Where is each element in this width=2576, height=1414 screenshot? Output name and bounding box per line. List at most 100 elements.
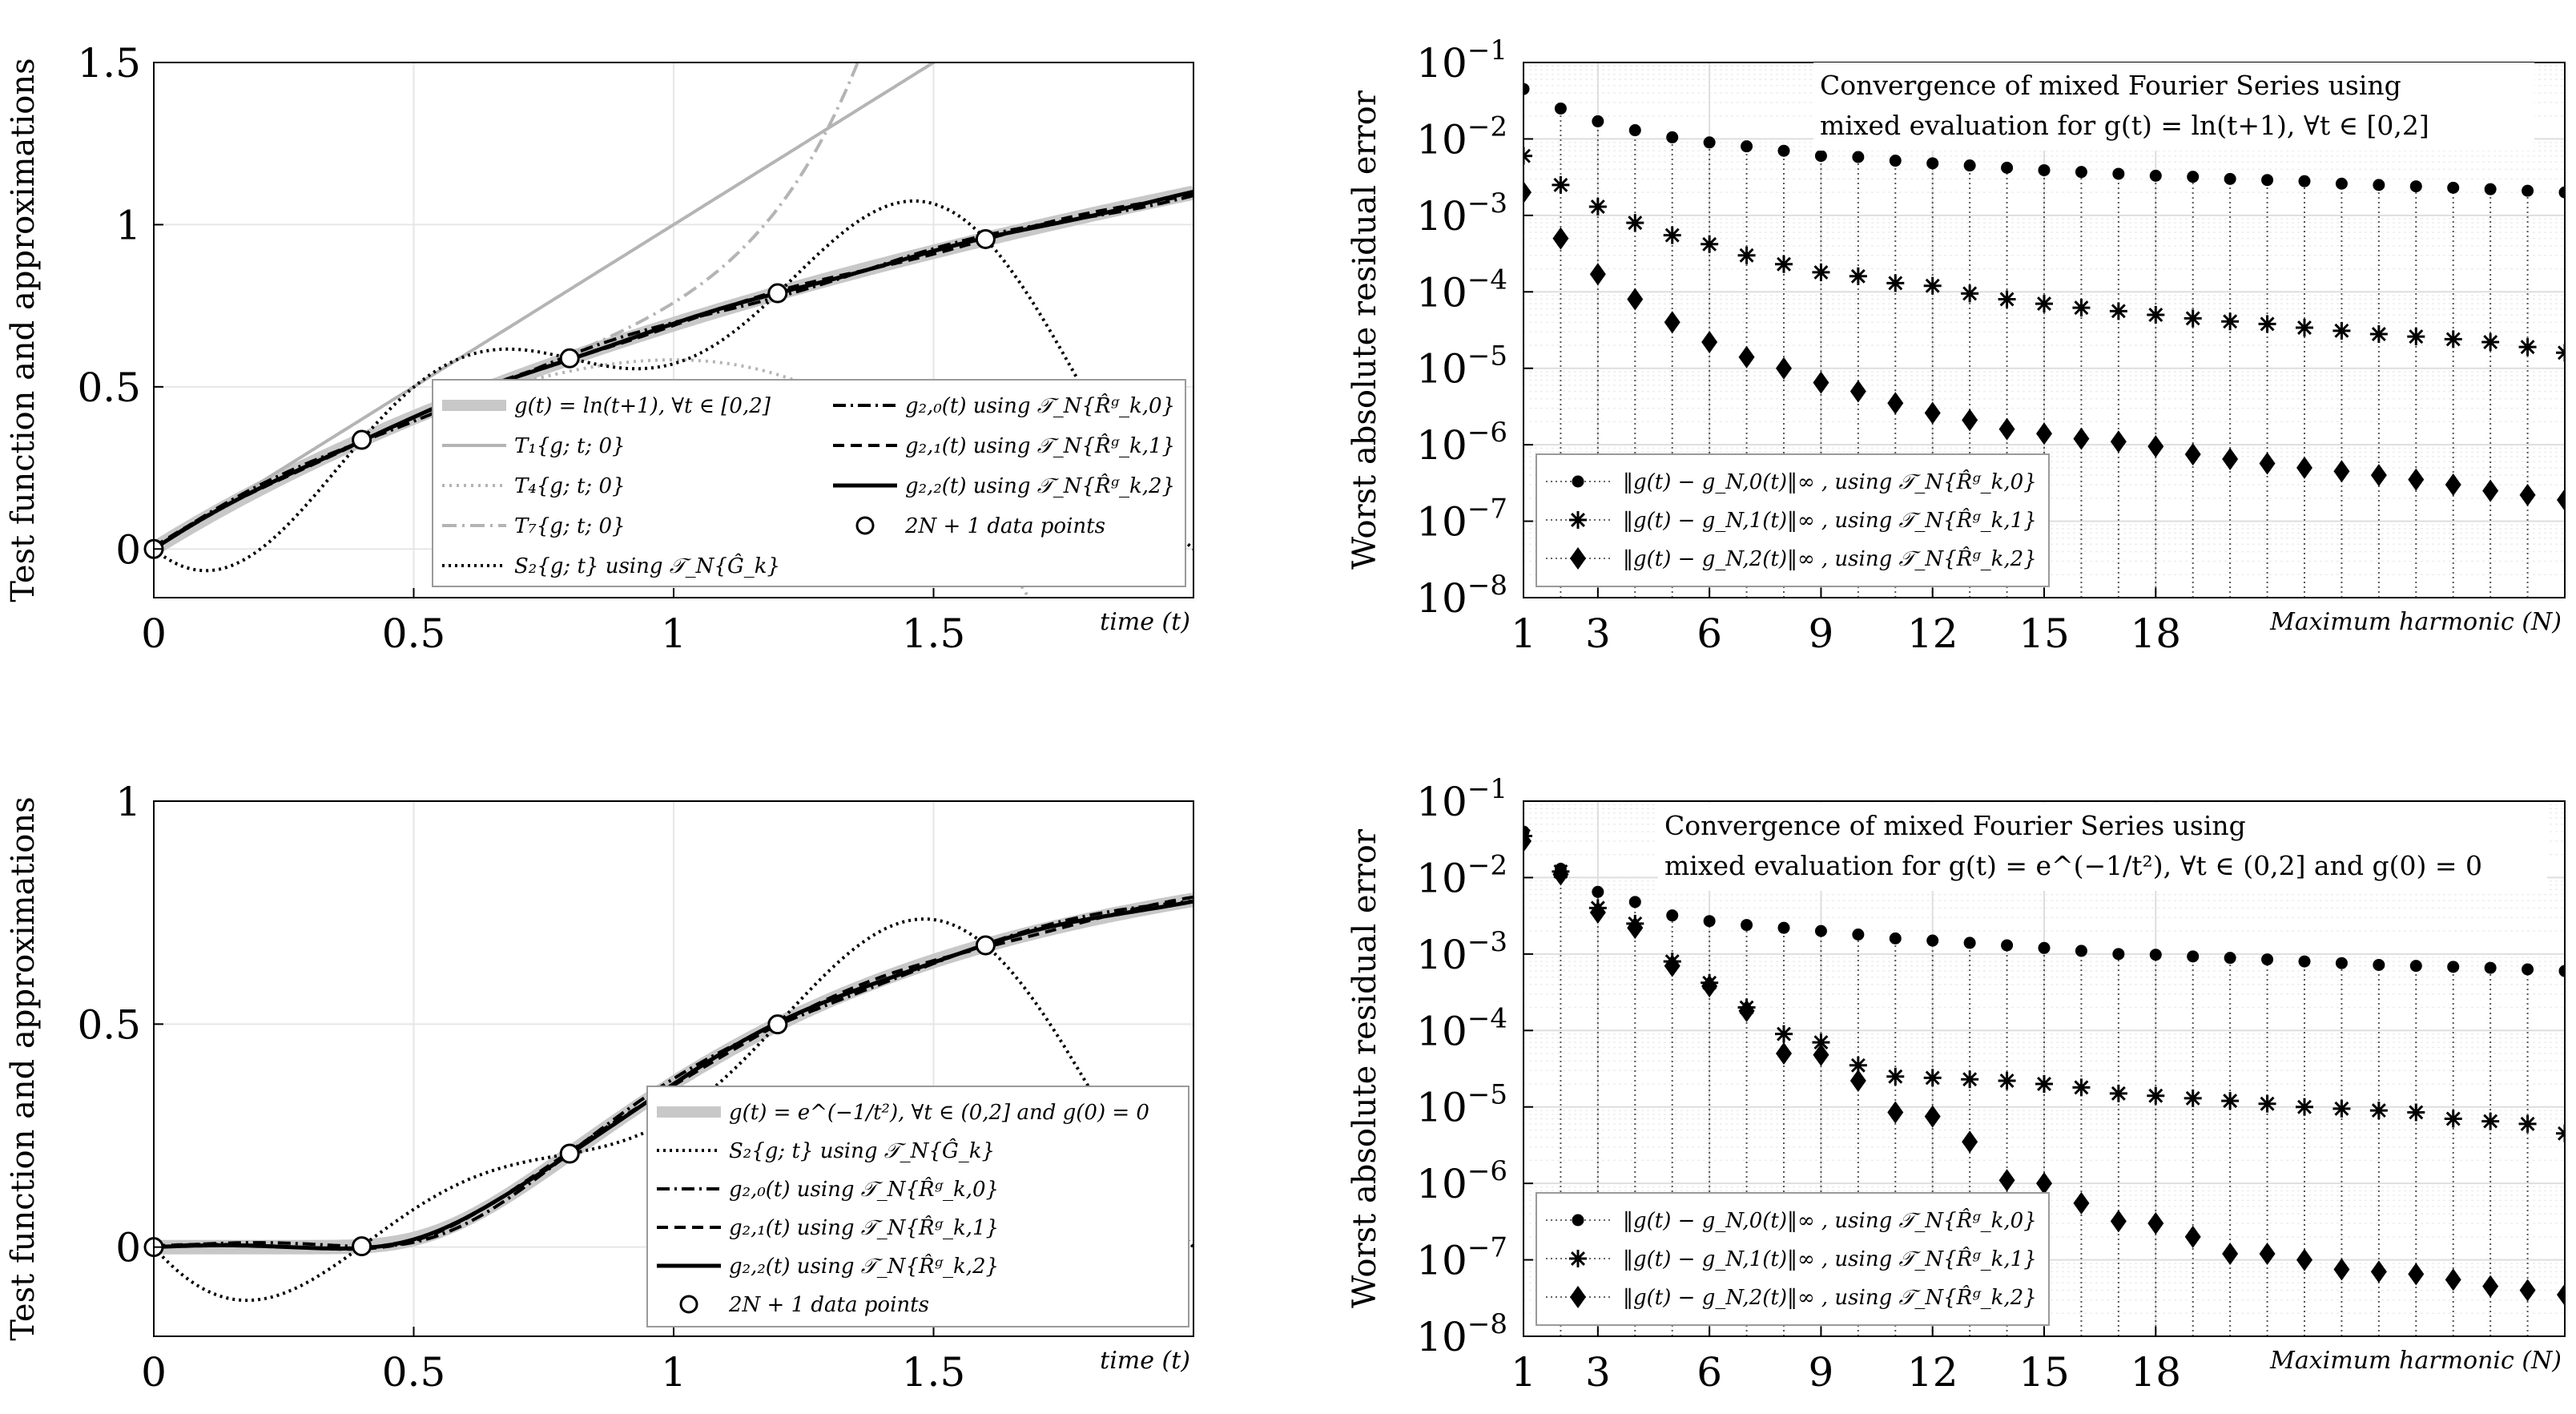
legend: g(t) = e^(−1/t²), ∀t ∈ (0,2] and g(0) = … <box>646 1086 1189 1327</box>
marker-diamond <box>1589 900 1606 924</box>
y-tick-exponent: −8 <box>1467 570 1507 602</box>
data-point <box>352 429 372 450</box>
x-tick-label: 12 <box>1907 610 1958 657</box>
marker-diamond <box>2482 1275 2499 1298</box>
y-tick-base: 10 <box>1416 499 1467 546</box>
marker-star <box>2369 325 2388 344</box>
marker-dot <box>1572 475 1584 488</box>
marker-diamond <box>2333 460 2350 483</box>
marker-diamond <box>1849 380 1866 403</box>
series-line-1 <box>154 62 937 550</box>
marker-star <box>2444 1110 2462 1128</box>
marker-dot <box>2298 175 2311 187</box>
marker-star <box>2407 328 2425 346</box>
marker-dot <box>1963 937 1976 949</box>
marker-dot <box>1592 115 1604 127</box>
annotation-line: Convergence of mixed Fourier Series usin… <box>1820 70 2401 101</box>
legend-box <box>432 379 1186 587</box>
legend-label: S₂{g; t} using 𝒯_N{Ĝ_k} <box>729 1138 995 1163</box>
x-tick-label: 3 <box>1585 610 1611 657</box>
x-tick-label: 0.5 <box>382 1349 446 1396</box>
y-tick-label: 10−6 <box>1416 417 1507 469</box>
y-tick-base: 10 <box>1416 1008 1467 1054</box>
marker-dot <box>2261 953 2274 966</box>
series-line-4 <box>154 899 1193 1251</box>
annotation-bg <box>1813 62 2534 151</box>
y-tick-base: 10 <box>1416 193 1467 240</box>
legend-label: 2N + 1 data points <box>904 514 1105 538</box>
marker-diamond <box>1701 974 1718 997</box>
marker-star <box>2147 306 2165 324</box>
x-axis-label: time (t) <box>1100 1347 1190 1375</box>
marker-star <box>2444 330 2462 348</box>
marker-dot <box>2112 167 2125 180</box>
x-tick-label: 18 <box>2130 610 2181 657</box>
marker-star <box>1961 284 1979 303</box>
y-axis-label: Test function and approximations <box>5 58 42 602</box>
chart-p1: 0 0.5 1 1.5 0 0.5 1 1.5 time (t) Test function an… <box>5 40 1194 657</box>
chart-p4: 1 3 6 9 12 15 1810−810−710−610−510−410−310−210… <box>1346 773 2566 1396</box>
y-tick-label: 0 <box>115 1225 141 1271</box>
marker-star <box>1961 1070 1979 1089</box>
marker-diamond <box>1552 227 1569 250</box>
data-point <box>975 228 996 249</box>
y-tick-base: 10 <box>1416 1314 1467 1360</box>
marker-star <box>2221 312 2240 331</box>
marker-dot <box>1554 102 1567 115</box>
data-point <box>975 935 996 956</box>
marker-dot <box>2447 181 2460 194</box>
marker-dot <box>2149 949 2162 961</box>
y-tick-base: 10 <box>1416 1085 1467 1131</box>
marker-star <box>1923 1069 1942 1087</box>
marker-dot <box>2038 163 2051 176</box>
y-tick-base: 10 <box>1416 1238 1467 1284</box>
legend: g(t) = ln(t+1), ∀t ∈ [0,2] T₁{g; t; 0} T₄{… <box>432 379 1186 587</box>
marker-diamond <box>1589 263 1606 286</box>
marker-diamond <box>1664 954 1680 977</box>
marker-star <box>1812 263 1830 281</box>
marker-dot <box>1814 150 1827 163</box>
y-tick-exponent: −1 <box>1467 773 1507 805</box>
marker-dot <box>1926 934 1939 947</box>
marker-star <box>2184 1089 2202 1107</box>
marker-diamond <box>2408 1263 2425 1286</box>
marker-diamond <box>2519 1279 2536 1302</box>
y-tick-exponent: −2 <box>1467 111 1507 143</box>
marker-diamond <box>1570 547 1586 570</box>
marker-dot <box>2335 957 2348 969</box>
annotation: Convergence of mixed Fourier Series usin… <box>1658 803 2547 891</box>
legend-label: g₂,₁(t) using 𝒯_N{R̂ᵍ_k,1} <box>905 433 1175 458</box>
x-tick-label: 3 <box>1585 1349 1611 1396</box>
marker-diamond <box>1962 409 1978 432</box>
marker-diamond <box>2110 1210 2127 1233</box>
legend-box <box>646 1086 1189 1327</box>
data-point <box>559 1143 580 1164</box>
legend-label: T₄{g; t; 0} <box>514 474 626 498</box>
marker-star <box>1737 246 1756 264</box>
marker-diamond <box>1998 1169 2015 1192</box>
marker-diamond <box>2333 1258 2350 1281</box>
chart-p3: 0 0.5 1 1.5 0 0.5 1 time (t) Test function and a… <box>5 779 1194 1396</box>
y-axis-label: Test function and approximations <box>5 796 42 1340</box>
y-tick-exponent: −6 <box>1467 1155 1507 1187</box>
marker-dot <box>1592 885 1604 898</box>
annotation-line: mixed evaluation for g(t) = e^(−1/t²), ∀… <box>1664 850 2482 881</box>
marker-star <box>2221 1092 2240 1110</box>
y-tick-base: 10 <box>1416 932 1467 978</box>
marker-diamond <box>2147 435 2164 458</box>
marker-star <box>2332 321 2351 340</box>
marker-dot <box>1666 131 1679 143</box>
marker-diamond <box>1664 311 1680 334</box>
marker-diamond <box>1701 331 1718 354</box>
marker-star <box>1588 197 1607 216</box>
y-axis-label: Worst absolute residual error <box>1346 90 1383 570</box>
marker-dot <box>2484 183 2497 195</box>
marker-diamond <box>2036 1172 2052 1195</box>
marker-dot <box>2373 179 2385 191</box>
data-point <box>352 1236 372 1257</box>
legend-label: ‖g(t) − g_N,1(t)‖∞ , using 𝒯_N{R̂ᵍ_k,1} <box>1623 508 2037 533</box>
legend: ‖g(t) − g_N,0(t)‖∞ , using 𝒯_N{R̂ᵍ_k,0} ‖… <box>1536 1192 2050 1326</box>
legend-label: g(t) = e^(−1/t²), ∀t ∈ (0,2] and g(0) = … <box>729 1101 1149 1125</box>
marker-star <box>2258 1094 2276 1113</box>
marker-star <box>1569 1250 1587 1267</box>
